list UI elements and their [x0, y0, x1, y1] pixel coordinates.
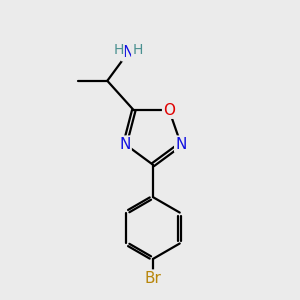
- Text: N: N: [122, 45, 134, 60]
- Text: H: H: [113, 43, 124, 57]
- Text: Br: Br: [145, 271, 161, 286]
- Text: N: N: [119, 136, 131, 152]
- Text: N: N: [175, 136, 187, 152]
- Text: H: H: [132, 43, 142, 57]
- Text: O: O: [163, 103, 175, 118]
